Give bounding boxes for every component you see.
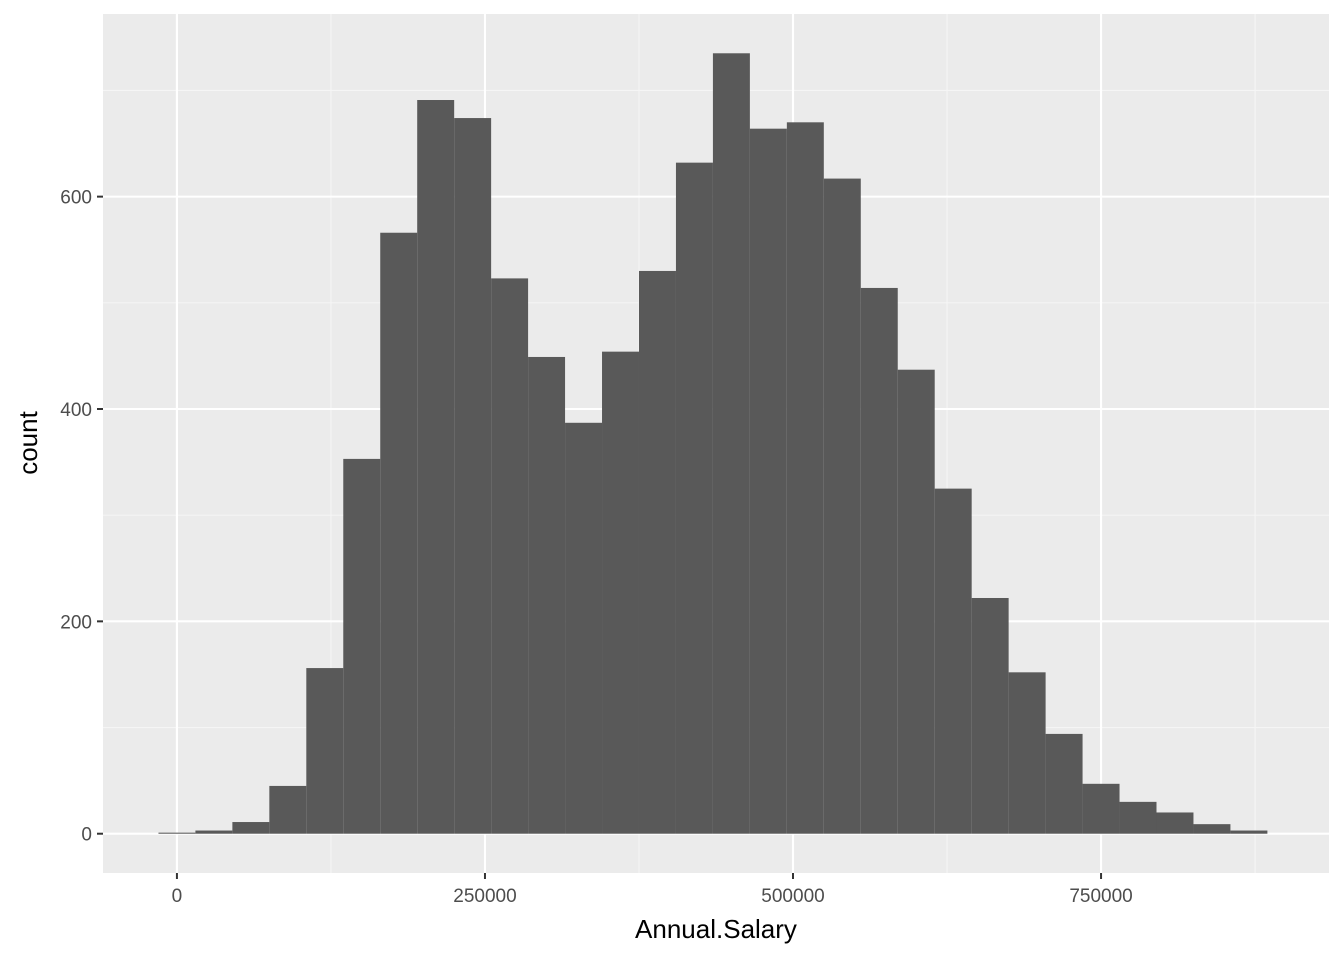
histogram-bar xyxy=(638,270,676,834)
x-axis-title: Annual.Salary xyxy=(635,914,797,944)
histogram-bar xyxy=(934,488,972,834)
y-tick-label: 400 xyxy=(60,400,92,421)
histogram-bar xyxy=(860,287,898,834)
histogram-bar xyxy=(897,369,935,834)
histogram-bar xyxy=(749,128,787,834)
histogram-bar xyxy=(306,668,344,834)
x-tick-label: 500000 xyxy=(761,886,824,907)
y-tick-label: 200 xyxy=(60,612,92,633)
histogram-bar xyxy=(1119,801,1157,834)
histogram-bar xyxy=(971,597,1009,834)
histogram-bar xyxy=(675,162,713,834)
x-tick-label: 250000 xyxy=(453,886,516,907)
histogram-bar xyxy=(602,351,639,834)
histogram-bar xyxy=(343,458,381,834)
y-tick-label: 0 xyxy=(81,825,92,846)
histogram-bar xyxy=(158,832,196,834)
histogram-bar xyxy=(1008,672,1046,834)
histogram-bar xyxy=(565,422,603,834)
histogram-bar xyxy=(232,822,270,834)
x-axis: 0 250000 500000 750000 xyxy=(172,873,1133,907)
histogram-bar xyxy=(1082,783,1120,834)
histogram-bar xyxy=(417,100,455,834)
histogram-bar xyxy=(712,53,750,834)
histogram-bar xyxy=(786,122,824,834)
histogram-bar xyxy=(1193,824,1231,834)
histogram-bar xyxy=(1045,733,1083,834)
histogram-bar xyxy=(195,830,233,834)
histogram-bar xyxy=(380,232,418,834)
histogram-bar xyxy=(823,178,861,834)
x-tick-label: 0 xyxy=(172,886,183,907)
histogram-bar xyxy=(1156,812,1194,834)
histogram-bar xyxy=(528,356,566,834)
histogram-bars xyxy=(158,53,1268,834)
histogram-bar xyxy=(491,278,529,834)
histogram-bar xyxy=(1230,830,1268,834)
y-tick-label: 600 xyxy=(60,188,92,209)
histogram-bar xyxy=(454,118,492,834)
histogram-bar xyxy=(269,785,307,834)
y-axis: 0 200 400 600 xyxy=(60,188,103,846)
x-tick-label: 750000 xyxy=(1069,886,1132,907)
y-axis-title: count xyxy=(13,410,43,474)
